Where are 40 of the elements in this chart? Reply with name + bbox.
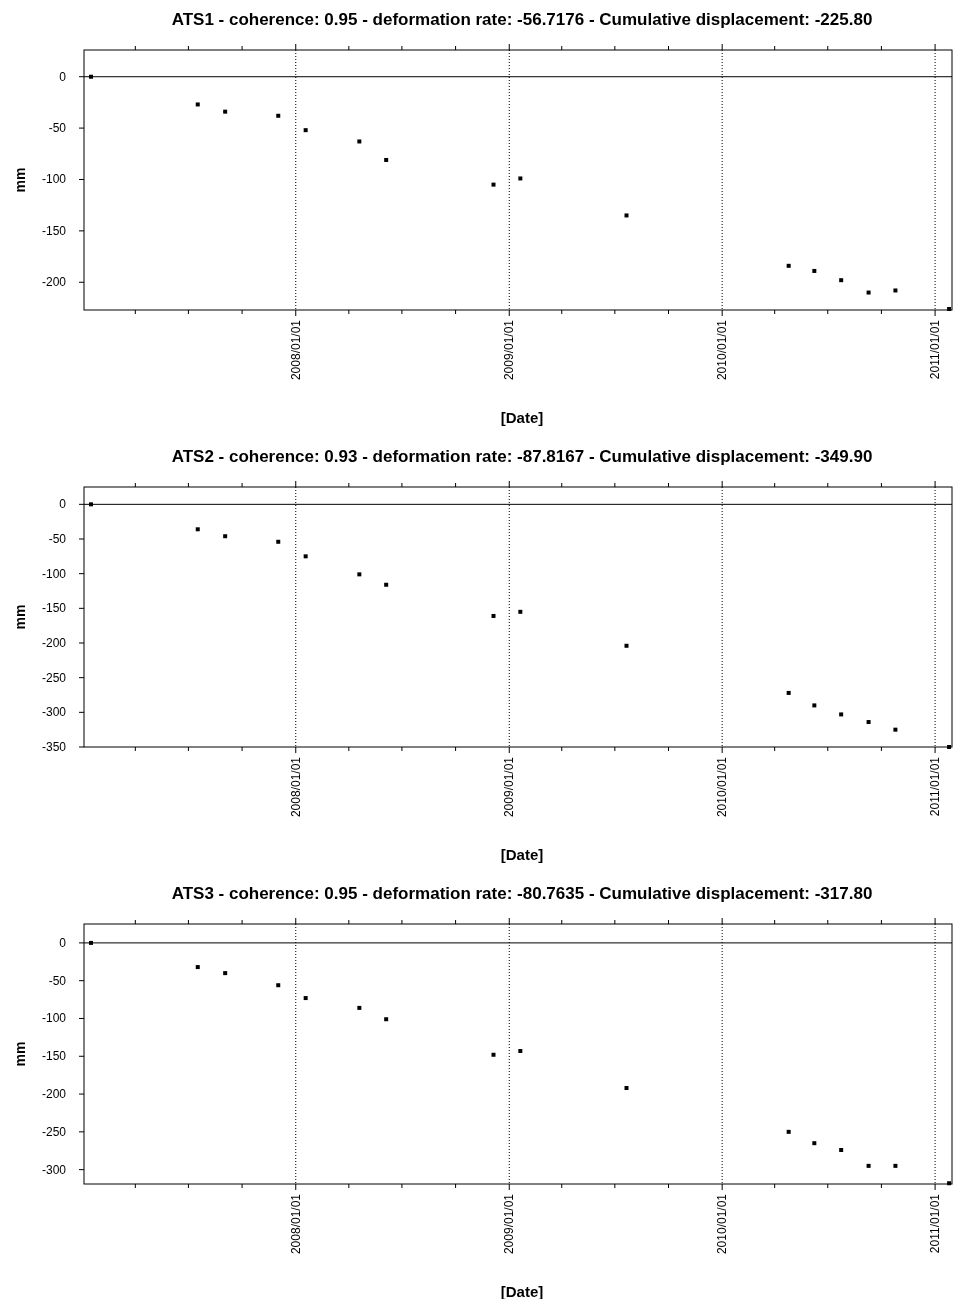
x-axis-title: [Date]: [500, 846, 544, 863]
y-tick-label: -200: [41, 1087, 67, 1102]
y-tick-label: -50: [48, 532, 67, 546]
y-tick-label: -300: [41, 1162, 67, 1177]
x-tick-label: 2008/01/01: [288, 756, 303, 818]
x-tick-label: 2010/01/01: [715, 1193, 730, 1255]
chart-title: ATS3 - coherence: 0.95 - deformation rate: -80.7635 - Cumulative displacement: -317.80: [171, 884, 873, 903]
y-tick-label: -150: [41, 601, 67, 616]
chart-title: ATS1 - coherence: 0.95 - deformation rate: -56.7176 - Cumulative displacement: -225.80: [171, 10, 873, 29]
y-axis-title: mm: [12, 604, 28, 630]
y-tick-label: -200: [41, 636, 67, 650]
x-tick-label: 2010/01/01: [715, 756, 730, 818]
y-tick-label: 0: [59, 935, 67, 950]
y-tick-label: -100: [41, 172, 67, 187]
x-axis-title: [Date]: [500, 409, 544, 426]
y-tick-label: -250: [41, 1124, 67, 1139]
x-tick-label: 2010/01/01: [715, 319, 730, 381]
y-tick-label: -200: [41, 275, 67, 290]
x-tick-label: 2008/01/01: [288, 319, 303, 381]
x-tick-label: 2011/01/01: [928, 319, 943, 380]
y-tick-label: -100: [41, 566, 67, 581]
y-axis-title: mm: [12, 1041, 28, 1067]
y-tick-label: -50: [48, 121, 67, 136]
y-tick-label: -350: [41, 740, 67, 754]
y-tick-label: -150: [41, 1049, 67, 1064]
x-tick-label: 2008/01/01: [288, 1193, 303, 1255]
y-axis-title: mm: [12, 167, 28, 193]
x-tick-label: 2009/01/01: [502, 756, 517, 818]
y-tick-label: 0: [59, 497, 67, 512]
y-tick-label: -50: [48, 973, 67, 988]
x-tick-label: 2011/01/01: [928, 756, 943, 817]
x-tick-label: 2011/01/01: [928, 1193, 943, 1254]
x-tick-label: 2009/01/01: [502, 1193, 517, 1255]
y-tick-label: -100: [41, 1011, 67, 1026]
y-tick-label: 0: [59, 69, 67, 84]
y-tick-label: -250: [41, 670, 67, 685]
x-tick-label: 2009/01/01: [502, 319, 517, 381]
y-tick-label: -150: [41, 223, 67, 238]
chart-title: ATS2 - coherence: 0.93 - deformation rate: -87.8167 - Cumulative displacement: -349.90: [171, 447, 873, 466]
y-tick-label: -300: [41, 705, 67, 720]
